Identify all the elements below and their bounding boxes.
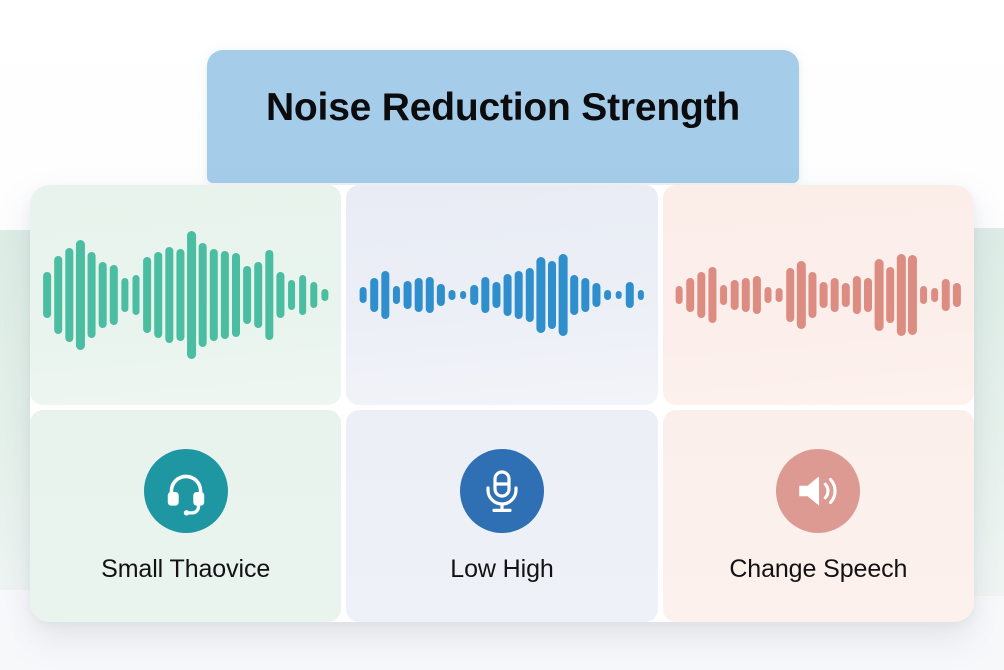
waveform-low-high (359, 254, 644, 336)
speaker-icon[interactable] (776, 448, 861, 533)
waveform-small-thaovice (42, 231, 329, 359)
option-cell-low-high[interactable]: Low High (346, 410, 658, 622)
waveform-cell-change-speech[interactable] (662, 185, 974, 405)
microphone-icon[interactable] (459, 448, 544, 533)
settings-card: Small Thaovice Low High (30, 185, 974, 622)
headset-icon[interactable] (143, 448, 228, 533)
waveform-cell-low-high[interactable] (346, 185, 658, 405)
page-title: Noise Reduction Strength (265, 86, 741, 129)
title-banner: Noise Reduction Strength (207, 50, 799, 183)
option-label-low-high: Low High (450, 554, 554, 583)
waveform-cell-small-thaovice[interactable] (30, 185, 342, 405)
waveform-change-speech (675, 254, 962, 336)
option-cell-change-speech[interactable]: Change Speech (662, 410, 974, 622)
option-cell-small-thaovice[interactable]: Small Thaovice (30, 410, 342, 622)
option-label-small-thaovice: Small Thaovice (101, 554, 271, 583)
option-label-change-speech: Change Speech (729, 554, 908, 583)
